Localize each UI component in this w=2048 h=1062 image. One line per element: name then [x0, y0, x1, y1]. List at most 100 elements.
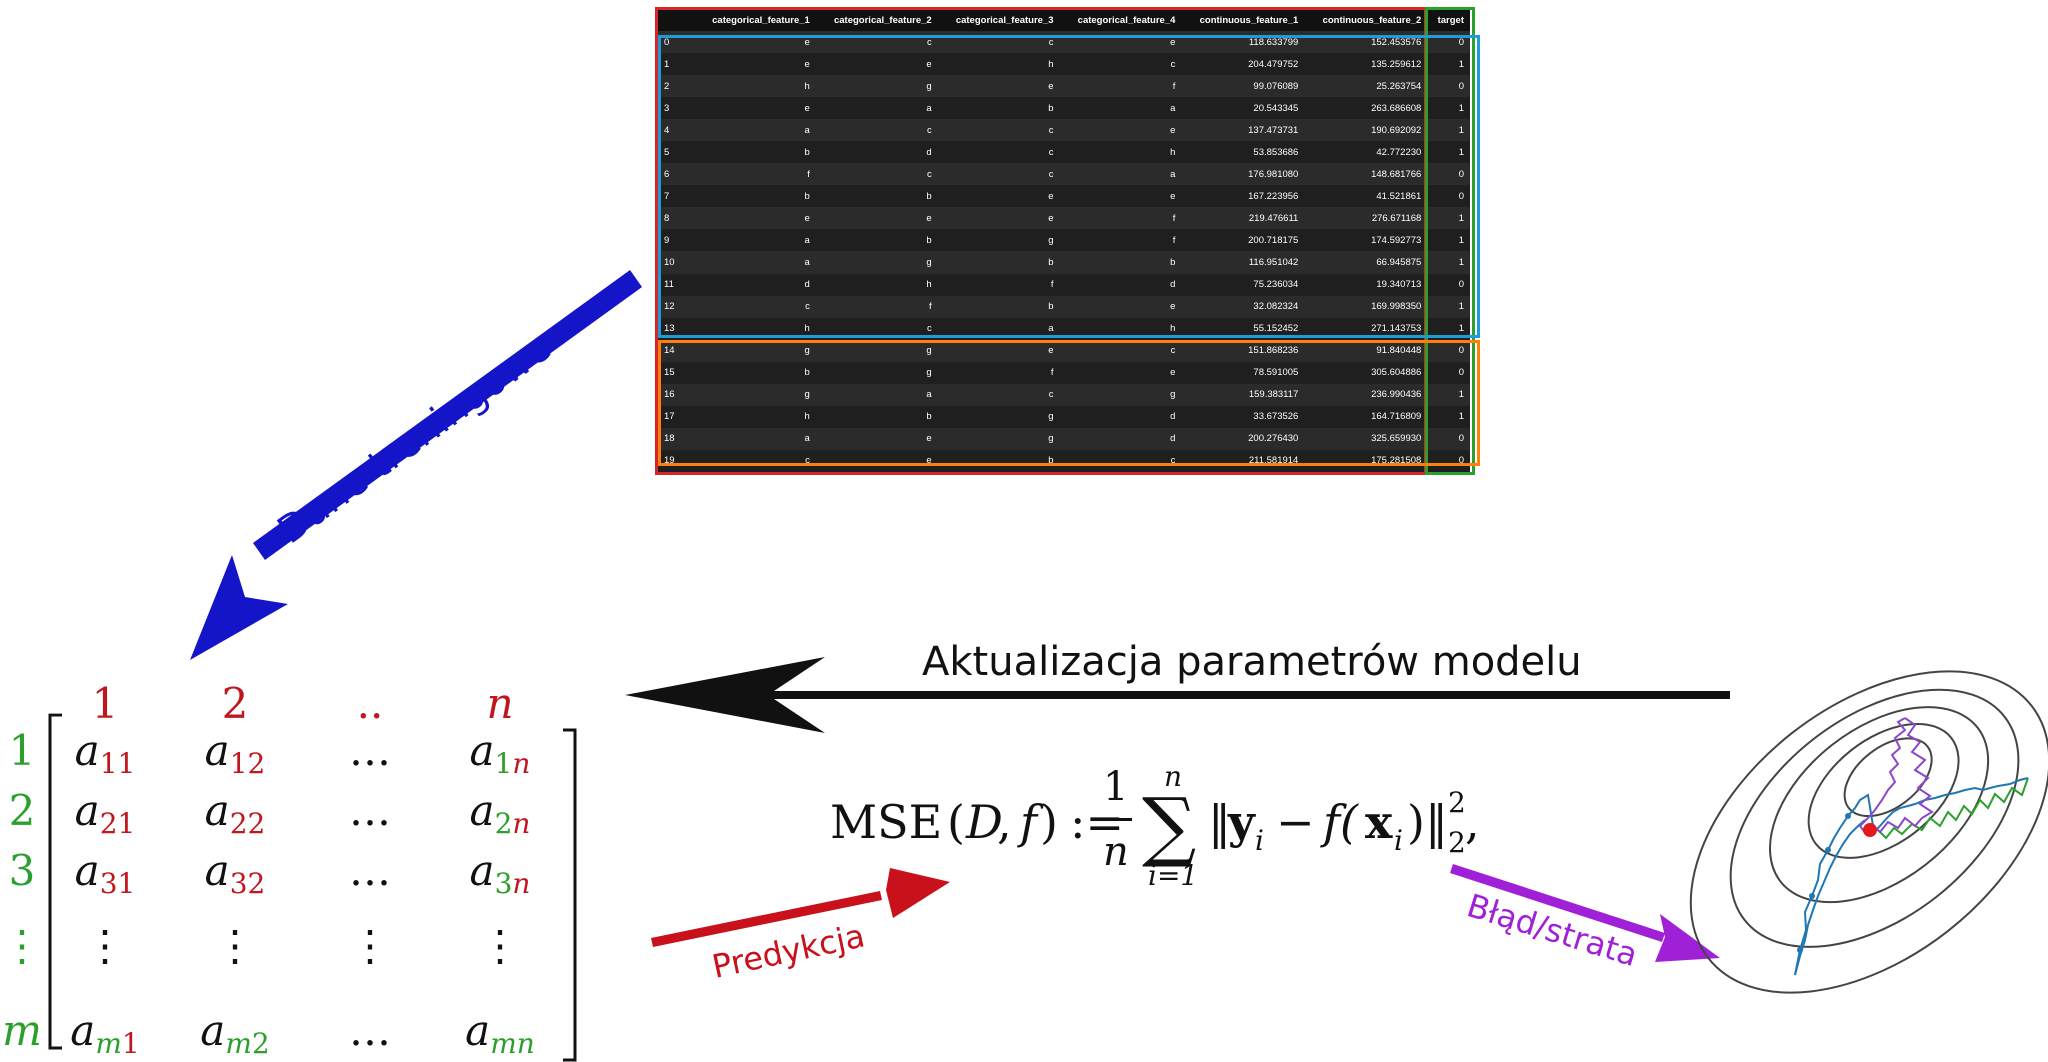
table-cell: 169.998350: [1304, 295, 1428, 318]
table-cell: 276.671168: [1304, 207, 1428, 230]
table-cell: c: [815, 317, 938, 340]
row-index-cell: 15: [658, 361, 694, 384]
table-cell: a: [1059, 163, 1182, 186]
table-cell: h: [937, 53, 1060, 76]
table-cell: e: [694, 53, 816, 76]
matrix-entry: a2n: [470, 786, 531, 840]
table-cell: 0: [1427, 75, 1470, 98]
contour-ellipse: [1769, 706, 1990, 904]
matrix-entry: am1: [70, 1006, 139, 1060]
table-cell: d: [1059, 405, 1182, 428]
matrix-column-headers: 1 2.. n: [92, 679, 514, 728]
table-row: 8 e e e f 219.476611 276.671168 1: [658, 207, 1470, 230]
table-cell: 1: [1427, 119, 1470, 142]
table-cell: 325.659930: [1304, 427, 1428, 450]
table-cell: e: [1059, 361, 1182, 384]
row-index-cell: 11: [658, 273, 694, 296]
table-cell: a: [694, 251, 816, 274]
frac-numerator: 1: [1103, 764, 1128, 810]
minus-sign: −: [1276, 795, 1315, 849]
table-cell: 148.681766: [1304, 163, 1428, 186]
table-row: 1 e e h c 204.479752 135.259612 1: [658, 53, 1470, 76]
row-index-cell: 17: [658, 405, 694, 428]
matrix-entry: ⋮: [84, 921, 126, 970]
table-cell: 91.840448: [1304, 339, 1428, 362]
table-cell: 211.581914: [1181, 449, 1305, 472]
loss-contour-plot: [1689, 670, 2048, 994]
dataframe-header-row: categorical_feature_1 categorical_feature…: [658, 10, 1470, 31]
table-row: 16 g a c g 159.383117 236.990436 1: [658, 383, 1470, 406]
matrix-row-header: 2: [9, 786, 36, 835]
contour-ellipse: [1689, 670, 2048, 994]
contour-ellipse: [1843, 737, 1933, 818]
dataframe-column-header: categorical_feature_3: [937, 10, 1060, 31]
mse-name: MSE: [830, 795, 942, 849]
row-index-cell: 7: [658, 185, 694, 208]
table-cell: 19.340713: [1304, 273, 1428, 296]
matrix-entry: ⋮: [479, 921, 521, 970]
table-cell: g: [1059, 383, 1182, 406]
table-cell: b: [694, 141, 816, 164]
table-cell: 190.692092: [1304, 119, 1428, 142]
table-cell: b: [815, 229, 938, 252]
matrix-row-header: m: [2, 1006, 42, 1055]
dataframe-column-header: target: [1427, 10, 1470, 31]
table-cell: c: [815, 119, 938, 142]
table-cell: d: [1059, 273, 1182, 296]
matrix-left-bracket: [48, 713, 62, 1050]
row-index-cell: 19: [658, 449, 694, 472]
table-cell: b: [815, 405, 938, 428]
table-cell: 0: [1427, 273, 1470, 296]
table-cell: e: [937, 75, 1060, 98]
row-index-cell: 1: [658, 53, 694, 76]
training-data-arrow: [190, 270, 642, 660]
matrix-row-header: 3: [9, 846, 36, 895]
update-params-arrow: [625, 657, 1730, 733]
matrix-entry: ⋮: [349, 921, 391, 970]
table-cell: 99.076089: [1181, 75, 1305, 98]
matrix-entry: a21: [75, 786, 136, 840]
table-cell: d: [694, 273, 816, 296]
f-open: f(: [1320, 795, 1359, 849]
matrix-entries: a11 a12 … a1n a21 a22 … a2n a31 a32 … a3n ⋮ ⋮ ⋮ ⋮ am1 am2…: [70, 726, 535, 1060]
table-row: 19 c e b c 211.581914 175.281508 0: [658, 449, 1470, 472]
table-row: 15 b g f e 78.591005 305.604886 0: [658, 361, 1470, 384]
table-cell: 0: [1427, 163, 1470, 186]
table-cell: 0: [1427, 185, 1470, 208]
table-cell: 75.236034: [1181, 273, 1305, 296]
table-cell: f: [937, 361, 1060, 384]
table-cell: 174.592773: [1304, 229, 1428, 252]
table-cell: 20.543345: [1181, 97, 1305, 120]
frac-denominator: n: [1103, 829, 1129, 875]
table-cell: 0: [1427, 361, 1470, 384]
table-cell: 167.223956: [1181, 185, 1305, 208]
table-cell: c: [1059, 449, 1182, 472]
table-cell: 137.473731: [1181, 119, 1305, 142]
sum-lower: i=1: [1148, 859, 1198, 892]
table-cell: 1: [1427, 207, 1470, 230]
sum-upper: n: [1164, 760, 1182, 793]
matrix-entry: a31: [75, 846, 136, 900]
formula-tail-comma: ,: [1465, 795, 1480, 849]
table-cell: a: [694, 427, 816, 450]
dataframe-column-header: categorical_feature_2: [815, 10, 938, 31]
table-cell: a: [815, 97, 938, 120]
mse-assign: :=: [1070, 795, 1124, 849]
table-row: 10 a g b b 116.951042 66.945875 1: [658, 251, 1470, 274]
matrix-entry: …: [349, 726, 391, 775]
table-cell: 176.981080: [1181, 163, 1305, 186]
table-cell: 41.521861: [1304, 185, 1428, 208]
minimum-point: [1863, 823, 1877, 837]
table-cell: c: [694, 295, 816, 318]
row-index-cell: 14: [658, 339, 694, 362]
row-index-cell: 9: [658, 229, 694, 252]
dataframe-column-header: categorical_feature_1: [694, 10, 816, 31]
matrix-column-header: 1: [92, 679, 119, 728]
table-cell: 0: [1427, 427, 1470, 450]
matrix-right-bracket: [563, 728, 577, 1062]
table-cell: g: [815, 361, 938, 384]
table-cell: g: [937, 427, 1060, 450]
table-cell: 78.591005: [1181, 361, 1305, 384]
table-cell: e: [1059, 185, 1182, 208]
